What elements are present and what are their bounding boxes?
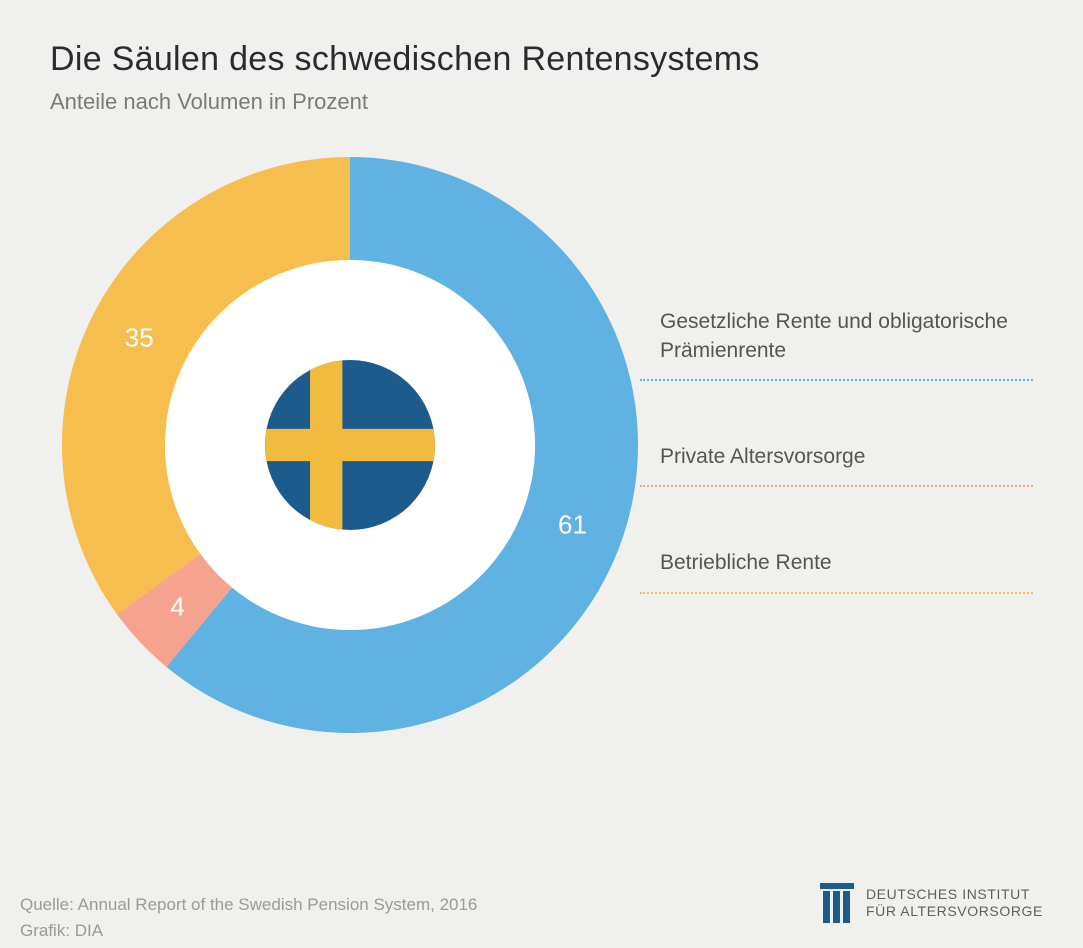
sweden-flag-icon [265, 360, 435, 530]
infographic-page: Die Säulen des schwedischen Rentensystem… [0, 0, 1083, 948]
brand-line2: FÜR ALTERSVORSORGE [866, 903, 1043, 921]
legend-item: Gesetzliche Rente und obligatorische Prä… [640, 296, 1033, 381]
chart-row: 61435 Gesetzliche Rente und obligatorisc… [50, 145, 1033, 745]
legend-item: Betriebliche Rente [640, 537, 1033, 593]
footer: Quelle: Annual Report of the Swedish Pen… [20, 892, 477, 943]
brand-logo-icon [820, 883, 854, 923]
donut-chart: 61435 [50, 145, 650, 745]
brand-line1: DEUTSCHES INSTITUT [866, 886, 1043, 904]
graphic-credit: Grafik: DIA [20, 918, 477, 944]
legend-item: Private Altersvorsorge [640, 431, 1033, 487]
chart-title: Die Säulen des schwedischen Rentensystem… [50, 40, 1033, 79]
publisher-brand: DEUTSCHES INSTITUT FÜR ALTERSVORSORGE [820, 883, 1043, 923]
brand-text: DEUTSCHES INSTITUT FÜR ALTERSVORSORGE [866, 886, 1043, 921]
source-line: Quelle: Annual Report of the Swedish Pen… [20, 892, 477, 918]
chart-legend: Gesetzliche Rente und obligatorische Prä… [640, 296, 1033, 593]
chart-subtitle: Anteile nach Volumen in Prozent [50, 89, 1033, 115]
